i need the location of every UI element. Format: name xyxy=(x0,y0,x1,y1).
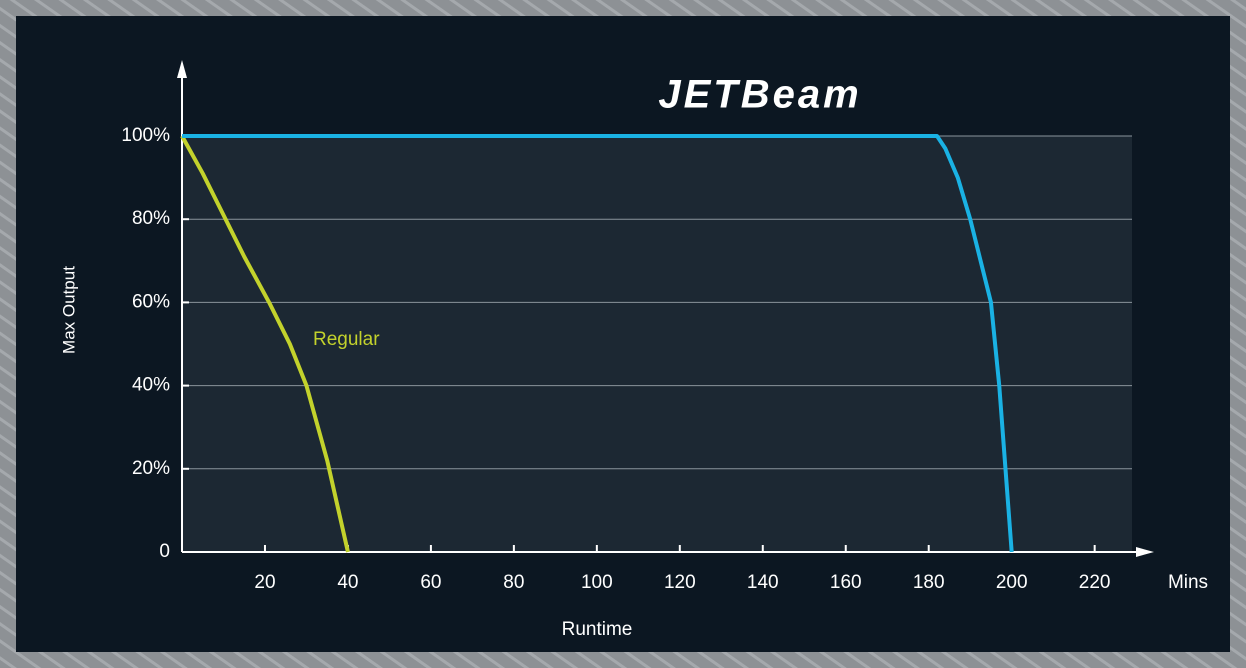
x-tick-label: 20 xyxy=(254,572,275,593)
series-line xyxy=(180,135,350,553)
x-axis-unit: Mins xyxy=(1168,572,1208,593)
brand-logo: JETBeam xyxy=(658,73,861,117)
y-tick-label: 20% xyxy=(132,458,170,479)
y-tick-label: 0 xyxy=(159,541,170,562)
y-tick-label: 80% xyxy=(132,208,170,229)
series-line xyxy=(182,134,1014,553)
y-axis-label: Max Output xyxy=(59,266,78,354)
y-tick-label: 60% xyxy=(132,291,170,312)
x-axis-arrow xyxy=(1136,547,1154,557)
x-tick-label: 40 xyxy=(337,572,358,593)
x-tick-label: 160 xyxy=(830,572,862,593)
x-tick-label: 220 xyxy=(1079,572,1111,593)
plot-layer: 0 20% 40% 60% 80% 100% 20 40 60 80 100 120 140 160 180… xyxy=(121,60,1154,593)
x-tick-label: 120 xyxy=(664,572,696,593)
x-tick-label: 140 xyxy=(747,572,779,593)
x-tick-label: 80 xyxy=(503,572,524,593)
plot-area xyxy=(182,136,1132,552)
series-label: Regular xyxy=(313,329,380,350)
x-tick-label: 200 xyxy=(996,572,1028,593)
y-tick-label: 100% xyxy=(121,125,170,146)
x-axis-label: Runtime xyxy=(562,619,633,640)
y-axis-arrow xyxy=(177,60,187,78)
x-tick-label: 180 xyxy=(913,572,945,593)
x-tick-label: 100 xyxy=(581,572,613,593)
x-tick-label: 60 xyxy=(420,572,441,593)
y-tick-label: 40% xyxy=(132,375,170,396)
